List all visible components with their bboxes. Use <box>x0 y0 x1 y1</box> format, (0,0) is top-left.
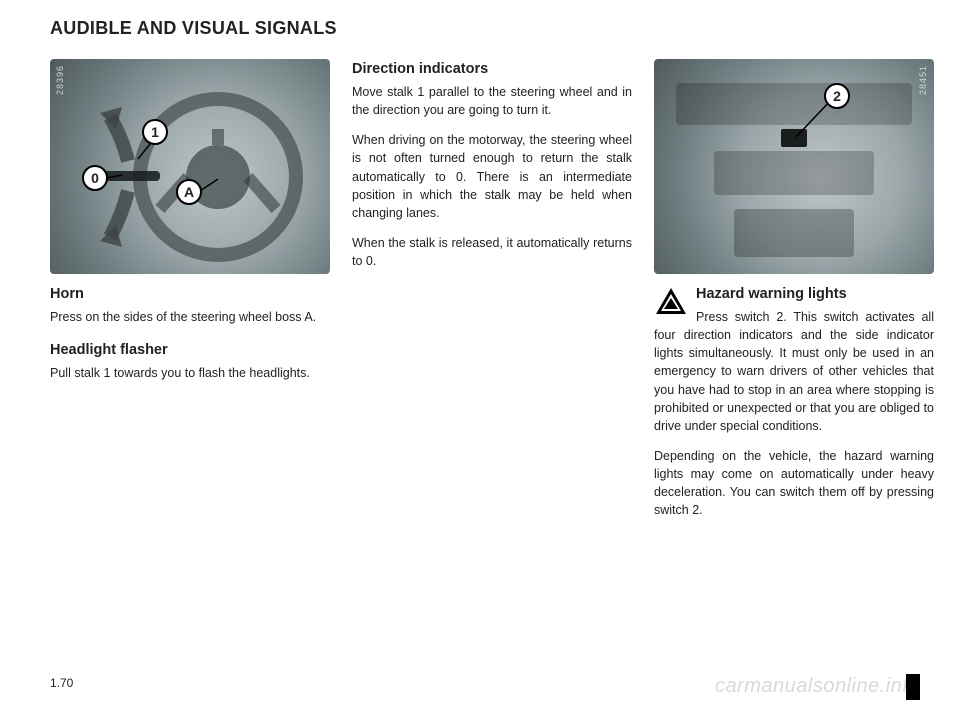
figure-steering: 28396 <box>50 59 330 274</box>
watermark: carmanualsonline.info <box>715 675 920 698</box>
column-left: 28396 <box>50 59 330 531</box>
hazard-block: Hazard warning lights Press switch 2. Th… <box>654 284 934 435</box>
page-number: 1.70 <box>50 676 73 690</box>
direction-p1: Move stalk 1 parallel to the steering wh… <box>352 83 632 119</box>
figure-dashboard: 28451 2 <box>654 59 934 274</box>
column-right: 28451 2 <box>654 59 934 531</box>
horn-body: Press on the sides of the steering wheel… <box>50 308 330 326</box>
flasher-heading: Headlight flasher <box>50 340 330 361</box>
column-middle: Direction indicators Move stalk 1 parall… <box>352 59 632 531</box>
callout-a: A <box>176 179 202 205</box>
corner-mark <box>906 674 920 700</box>
callout-0: 0 <box>82 165 108 191</box>
direction-heading: Direction indicators <box>352 59 632 80</box>
hazard-icon <box>654 286 688 316</box>
hazard-p1: Press switch 2. This switch activates al… <box>654 308 934 435</box>
horn-heading: Horn <box>50 284 330 305</box>
hazard-heading: Hazard warning lights <box>696 286 847 302</box>
callout-1: 1 <box>142 119 168 145</box>
figure-dashboard-overlay <box>654 59 934 274</box>
page-title: AUDIBLE AND VISUAL SIGNALS <box>50 18 920 39</box>
callout-2: 2 <box>824 83 850 109</box>
flasher-body: Pull stalk 1 towards you to flash the he… <box>50 364 330 382</box>
direction-p3: When the stalk is released, it automatic… <box>352 234 632 270</box>
direction-p2: When driving on the motorway, the steeri… <box>352 131 632 222</box>
hazard-p2: Depending on the vehicle, the hazard war… <box>654 447 934 520</box>
